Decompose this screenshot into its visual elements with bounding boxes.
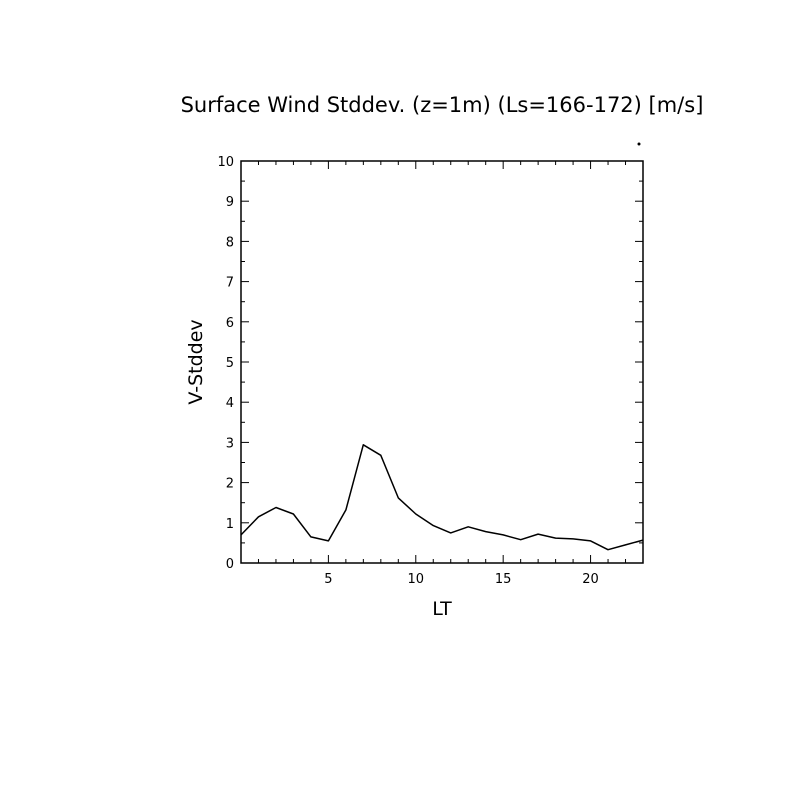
x-tick-label: 5 — [324, 572, 332, 587]
axis-ticks — [240, 160, 644, 564]
y-tick-label: 10 — [217, 155, 234, 170]
y-axis-label: V-Stddev — [185, 319, 207, 404]
x-axis-label: LT — [432, 598, 452, 620]
y-tick-label: 6 — [226, 316, 234, 331]
y-tick-label: 2 — [226, 477, 234, 492]
corner-dot — [637, 142, 641, 146]
tick-labels: 0 1 2 3 4 5 6 7 8 9 10 5 10 15 20 — [217, 155, 598, 587]
y-tick-label: 1 — [226, 517, 234, 532]
x-tick-label: 15 — [495, 572, 512, 587]
y-tick-label: 4 — [226, 396, 234, 411]
x-tick-label: 20 — [582, 572, 599, 587]
y-tick-label: 3 — [226, 436, 234, 451]
y-tick-label: 0 — [226, 557, 234, 572]
x-tick-label: 10 — [408, 572, 425, 587]
series-line — [240, 444, 644, 551]
y-tick-label: 8 — [226, 235, 234, 250]
y-tick-label: 7 — [226, 276, 234, 291]
plot-frame — [240, 160, 644, 564]
chart-title: Surface Wind Stddev. (z=1m) (Ls=166-172)… — [181, 93, 704, 117]
y-tick-label: 5 — [226, 356, 234, 371]
y-tick-label: 9 — [226, 195, 234, 210]
